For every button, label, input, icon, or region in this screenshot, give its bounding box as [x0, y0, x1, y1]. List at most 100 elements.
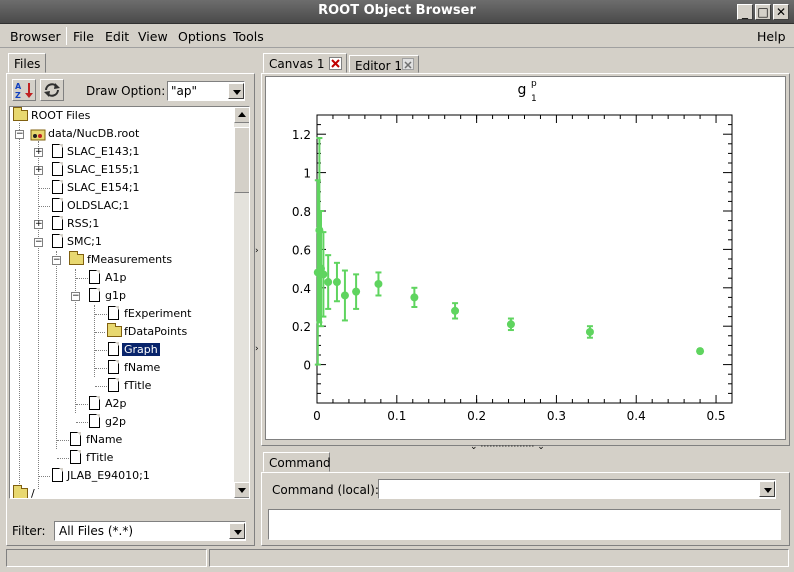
tree-item-label: fDataPoints [124, 325, 188, 338]
tree-item[interactable]: − data/NucDB.root [10, 125, 240, 143]
menu-view[interactable]: View [138, 29, 168, 44]
chevron-down-icon[interactable] [228, 83, 244, 99]
splitter-arrow-icon[interactable]: › [255, 246, 259, 256]
canvas[interactable]: g p 1 0 0.1 0.2 0.3 0.4 0.5 0 0.2 0.4 0.6 0.8 1 1.2 [265, 76, 786, 440]
collapse-icon[interactable]: − [52, 255, 61, 265]
data-point [696, 347, 705, 356]
chart-title-superscript: p [531, 79, 537, 89]
chart[interactable]: g p 1 0 0.1 0.2 0.3 0.4 0.5 0 0.2 0.4 0.6 0.8 1 1.2 [266, 77, 785, 439]
tree-item-label: SLAC_E143;1 [67, 145, 140, 158]
tree-item[interactable]: fName [10, 359, 240, 377]
expand-icon[interactable]: + [34, 147, 43, 157]
close-tab-icon[interactable] [402, 58, 414, 70]
filter-select[interactable]: All Files (*.*) [54, 521, 246, 541]
chart-title-subscript: 1 [531, 94, 537, 104]
tree-item[interactable]: − SMC;1 [10, 233, 240, 251]
collapse-icon[interactable]: − [15, 129, 24, 139]
file-icon [52, 234, 63, 248]
tree-item[interactable]: A2p [10, 395, 240, 413]
tree-item[interactable]: + SLAC_E143;1 [10, 143, 240, 161]
command-select[interactable] [378, 479, 776, 499]
window-titlebar[interactable]: ROOT Object Browser _ □ ✕ [0, 0, 794, 24]
status-bar-section [6, 549, 207, 567]
file-icon [108, 306, 119, 320]
tree-item[interactable]: JLAB_E94010;1 [10, 467, 240, 485]
tree-connector [95, 332, 105, 333]
sort-button[interactable]: A Z [12, 79, 36, 101]
root-file-icon [30, 127, 46, 141]
menu-separator [66, 27, 67, 45]
tree-item[interactable]: SLAC_E154;1 [10, 179, 240, 197]
tree-item[interactable]: OLDSLAC;1 [10, 197, 240, 215]
tree-item[interactable]: − g1p [10, 287, 240, 305]
scroll-up-button[interactable] [234, 107, 249, 123]
window-title: ROOT Object Browser [318, 3, 476, 18]
tree-guide-line [38, 141, 39, 489]
expand-icon[interactable]: + [34, 165, 43, 175]
tab-command[interactable]: Command [263, 452, 331, 472]
tab-files[interactable]: Files [8, 53, 46, 73]
refresh-button[interactable] [40, 79, 64, 101]
splitter-arrow-icon[interactable]: › [255, 344, 259, 354]
menu-file[interactable]: File [73, 29, 94, 44]
close-button[interactable]: ✕ [773, 4, 789, 20]
file-icon [52, 216, 63, 230]
file-icon [108, 360, 119, 374]
menu-help[interactable]: Help [757, 29, 786, 44]
tree-item[interactable]: + SLAC_E155;1 [10, 161, 240, 179]
collapse-icon[interactable]: − [71, 291, 80, 301]
menu-edit[interactable]: Edit [105, 29, 130, 44]
tree-item-label: data/NucDB.root [48, 127, 140, 140]
expand-icon[interactable]: + [34, 219, 43, 229]
file-icon [52, 180, 63, 194]
menu-browser[interactable]: Browser [10, 29, 61, 44]
menu-tools[interactable]: Tools [233, 29, 264, 44]
tree-item[interactable]: − fMeasurements [10, 251, 240, 269]
minimize-button[interactable]: _ [737, 4, 753, 20]
command-input[interactable] [268, 509, 781, 540]
tree-scrollbar[interactable] [234, 107, 249, 498]
tab-canvas-1[interactable]: Canvas 1 [263, 53, 347, 73]
tree-connector [39, 206, 50, 207]
tree-item[interactable]: ROOT Files [10, 107, 240, 125]
file-icon [108, 342, 119, 356]
tree-item-label-selected: Graph [122, 343, 160, 356]
canvas-panel [261, 73, 790, 446]
chevron-down-icon[interactable] [759, 481, 775, 497]
tree-item[interactable]: fExperiment [10, 305, 240, 323]
splitter-handle-icon[interactable]: ⌄ ⋯⋯⋯⋯⋯⋯ ⌄ [470, 442, 545, 452]
tree-connector [76, 404, 88, 405]
tab-editor-1[interactable]: Editor 1 [349, 55, 419, 73]
tree-item[interactable]: g2p [10, 413, 240, 431]
tree-item[interactable]: fTitle [10, 449, 240, 467]
tree-item[interactable]: fDataPoints [10, 323, 240, 341]
tree-item[interactable]: A1p [10, 269, 240, 287]
tree-item-label: fName [124, 361, 161, 374]
tree-item[interactable]: / [10, 485, 240, 499]
maximize-button[interactable]: □ [755, 4, 771, 20]
draw-option-select[interactable]: "ap" [167, 81, 245, 101]
file-tree[interactable]: ROOT Files − data/NucDB.root + SLAC_E143… [9, 106, 250, 499]
tree-item[interactable]: fTitle [10, 377, 240, 395]
tree-connector [39, 188, 50, 189]
tree-item-label: / [31, 487, 35, 499]
tree-item-label: A1p [105, 271, 127, 284]
filter-value: All Files (*.*) [59, 524, 134, 538]
tree-item[interactable]: + RSS;1 [10, 215, 240, 233]
data-point [410, 293, 419, 302]
command-panel [261, 472, 790, 546]
scroll-down-button[interactable] [234, 482, 249, 498]
folder-icon [107, 323, 122, 337]
data-point [340, 291, 349, 300]
close-tab-icon[interactable] [329, 57, 342, 70]
collapse-icon[interactable]: − [34, 237, 43, 247]
tree-item[interactable]: fName [10, 431, 240, 449]
chevron-down-icon[interactable] [229, 523, 245, 539]
x-tick-label: 0.2 [467, 409, 486, 423]
scroll-thumb[interactable] [234, 127, 249, 193]
tree-connector [39, 476, 50, 477]
menu-options[interactable]: Options [178, 29, 227, 44]
tree-item[interactable]: Graph [10, 341, 240, 359]
tree-guide-line [19, 123, 20, 488]
data-point [324, 278, 333, 287]
